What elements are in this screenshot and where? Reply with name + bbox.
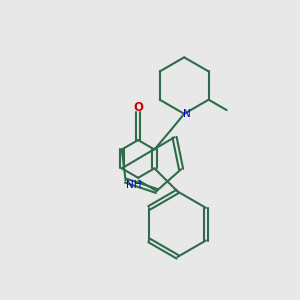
Text: N: N [183,109,191,119]
Text: NH: NH [126,180,141,190]
Text: O: O [133,101,143,114]
